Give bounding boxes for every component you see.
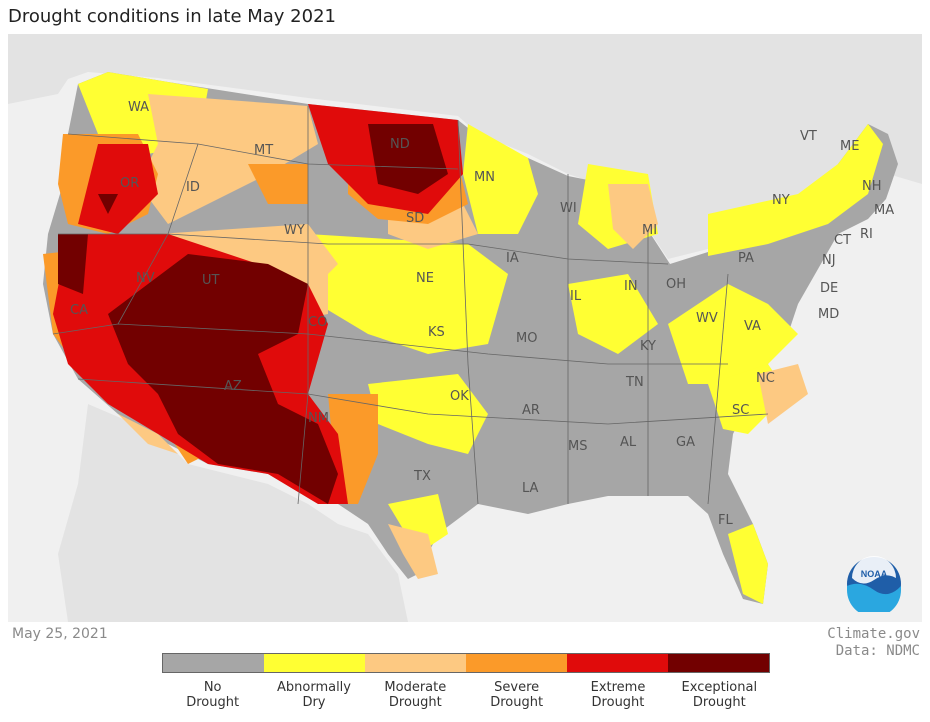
state-label: VT	[800, 129, 817, 144]
credit-block: Climate.gov Data: NDMC	[827, 626, 920, 660]
state-label: ID	[186, 180, 200, 195]
state-label: IN	[624, 279, 638, 294]
state-label: NH	[862, 179, 882, 194]
state-label: NE	[416, 271, 434, 286]
state-label: DE	[820, 281, 838, 296]
legend-swatch-extreme	[567, 654, 668, 672]
legend-labels: No Drought Abnormally Dry Moderate Drought …	[162, 680, 770, 710]
source-credit: Climate.gov	[827, 626, 920, 642]
state-label: NM	[308, 411, 329, 426]
state-label: AR	[522, 403, 540, 418]
exceptional-drought-areas	[58, 124, 448, 504]
mexico-land	[58, 404, 408, 622]
state-label: IL	[570, 289, 582, 304]
state-label: GA	[676, 435, 695, 450]
state-label: MO	[516, 331, 537, 346]
state-label: TX	[413, 469, 431, 484]
noaa-logo-icon: NOAA	[847, 556, 901, 612]
state-label: CT	[834, 233, 851, 248]
legend-label-severe: Severe Drought	[490, 680, 544, 710]
state-label: NC	[756, 371, 775, 386]
map-title: Drought conditions in late May 2021	[8, 6, 336, 27]
drought-map: WA OR CA ID NV MT WY UT AZ CO NM ND SD N…	[8, 34, 922, 622]
state-label: MA	[874, 203, 894, 218]
state-label: WA	[128, 100, 149, 115]
svg-text:NOAA: NOAA	[861, 569, 888, 579]
legend-color-bar	[162, 653, 770, 673]
state-label: KS	[428, 325, 445, 340]
legend-swatch-abnormally-dry	[264, 654, 365, 672]
legend-label-extreme: Extreme Drought	[590, 680, 646, 710]
legend-swatch-severe	[466, 654, 567, 672]
state-label: TN	[625, 375, 644, 390]
legend-label-abnormally-dry: Abnormally Dry	[276, 680, 351, 710]
legend: No Drought Abnormally Dry Moderate Drought …	[162, 653, 770, 710]
state-label: MN	[474, 170, 495, 185]
legend-swatch-no-drought	[163, 654, 264, 672]
data-credit: Data: NDMC	[835, 643, 920, 659]
state-label: AL	[620, 435, 637, 450]
state-label: MI	[642, 223, 657, 238]
state-label: OR	[120, 176, 139, 191]
us-map-svg: WA OR CA ID NV MT WY UT AZ CO NM ND SD N…	[8, 34, 922, 622]
state-label: MS	[568, 439, 587, 454]
state-label: RI	[860, 227, 873, 242]
state-label: ND	[390, 137, 410, 152]
state-label: AZ	[224, 379, 242, 394]
state-label: WY	[284, 223, 305, 238]
state-borders	[52, 106, 769, 505]
state-label: CO	[308, 315, 327, 330]
state-label: PA	[738, 251, 754, 266]
legend-label-no-drought: No Drought	[186, 680, 240, 710]
state-label: MD	[818, 307, 839, 322]
legend-label-moderate: Moderate Drought	[384, 680, 447, 710]
state-label: SD	[406, 211, 424, 226]
map-date: May 25, 2021	[12, 626, 108, 642]
legend-swatch-moderate	[365, 654, 466, 672]
state-label: KY	[640, 339, 656, 354]
state-label: NV	[136, 271, 155, 286]
state-label: OH	[666, 277, 686, 292]
state-label: WV	[696, 311, 718, 326]
state-label: UT	[202, 273, 220, 288]
state-label: IA	[506, 251, 519, 266]
state-label: SC	[732, 403, 749, 418]
state-label: WI	[560, 201, 577, 216]
state-label: NJ	[822, 253, 836, 268]
state-label: OK	[450, 389, 469, 404]
canada-land	[8, 34, 922, 259]
state-label: FL	[718, 513, 733, 528]
state-label: CA	[70, 303, 88, 318]
state-label: MT	[254, 143, 273, 158]
state-label: ME	[840, 139, 859, 154]
state-label: LA	[522, 481, 539, 496]
legend-label-exceptional: Exceptional Drought	[681, 680, 758, 710]
legend-swatch-exceptional	[668, 654, 769, 672]
state-labels: WA OR CA ID NV MT WY UT AZ CO NM ND SD N…	[70, 100, 894, 528]
state-label: NY	[772, 193, 790, 208]
state-label: VA	[744, 319, 761, 334]
